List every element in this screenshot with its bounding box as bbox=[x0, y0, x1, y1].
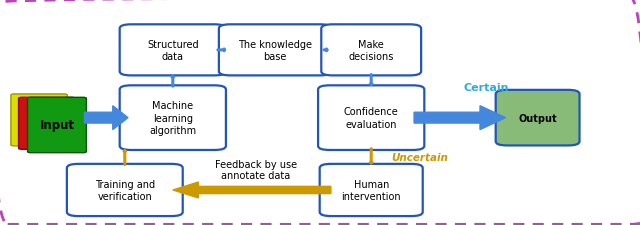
Text: Training and
verification: Training and verification bbox=[95, 179, 155, 201]
FancyBboxPatch shape bbox=[120, 25, 226, 76]
FancyBboxPatch shape bbox=[321, 25, 421, 76]
FancyArrow shape bbox=[414, 106, 506, 130]
Text: Structured
data: Structured data bbox=[147, 39, 198, 62]
FancyBboxPatch shape bbox=[319, 164, 422, 216]
FancyBboxPatch shape bbox=[219, 25, 332, 76]
Text: Input: Input bbox=[40, 119, 74, 132]
FancyBboxPatch shape bbox=[67, 164, 183, 216]
Text: Feedback by use
annotate data: Feedback by use annotate data bbox=[215, 159, 297, 181]
FancyBboxPatch shape bbox=[19, 98, 75, 150]
Text: The knowledge
base: The knowledge base bbox=[238, 39, 312, 62]
Text: Certain: Certain bbox=[463, 83, 509, 93]
FancyBboxPatch shape bbox=[318, 86, 424, 150]
FancyBboxPatch shape bbox=[120, 86, 226, 150]
Text: Machine
learning
algorithm: Machine learning algorithm bbox=[149, 101, 196, 135]
Text: Uncertain: Uncertain bbox=[392, 153, 449, 162]
Text: Human
intervention: Human intervention bbox=[341, 179, 401, 201]
Text: Confidence
evaluation: Confidence evaluation bbox=[344, 107, 399, 129]
FancyBboxPatch shape bbox=[11, 94, 67, 146]
FancyBboxPatch shape bbox=[28, 98, 86, 153]
Text: Make
decisions: Make decisions bbox=[349, 39, 394, 62]
FancyBboxPatch shape bbox=[495, 90, 580, 146]
FancyArrow shape bbox=[173, 182, 331, 198]
Text: Output: Output bbox=[518, 113, 557, 123]
FancyArrow shape bbox=[84, 106, 128, 130]
